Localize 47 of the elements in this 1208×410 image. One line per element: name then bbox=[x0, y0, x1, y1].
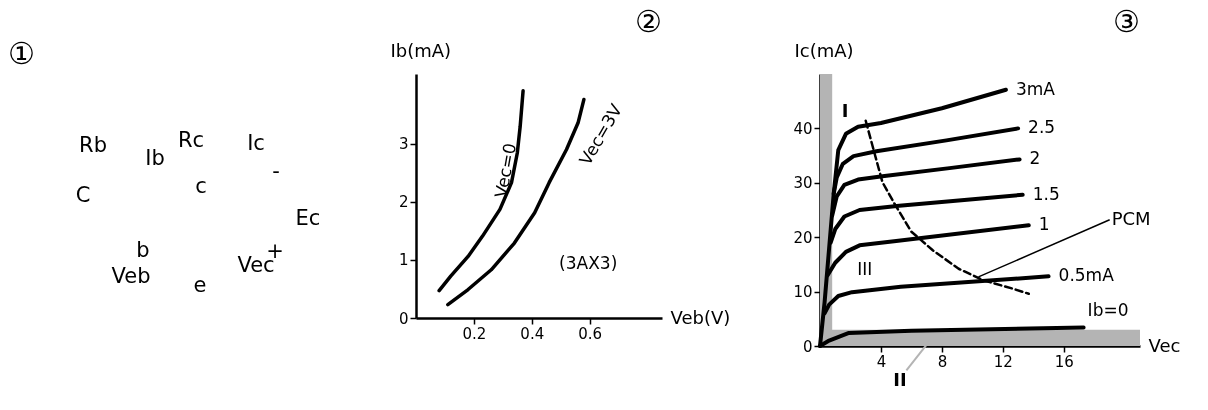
chart-title: ② bbox=[635, 4, 662, 39]
y-tick-label: 1 bbox=[398, 251, 409, 270]
band-label: I bbox=[841, 100, 849, 122]
x-tick-label: 0.4 bbox=[520, 324, 545, 343]
x-axis-title: Vec bbox=[1148, 334, 1181, 356]
annotation: PCM bbox=[1111, 207, 1151, 229]
y-tick-label: 2 bbox=[398, 193, 409, 212]
series-label: 3mA bbox=[1015, 78, 1056, 99]
text: b bbox=[136, 238, 150, 262]
y-axis-title: Ic(mA) bbox=[794, 39, 854, 61]
text: Ec bbox=[295, 206, 321, 230]
text: ① bbox=[8, 36, 35, 71]
text: c bbox=[195, 174, 207, 198]
series-label: Ib=0 bbox=[1087, 299, 1129, 320]
text: Vec=0 bbox=[490, 141, 520, 200]
x-axis-title: Veb(V) bbox=[670, 306, 731, 328]
series-label: 2.5 bbox=[1028, 117, 1056, 138]
annotation: III bbox=[857, 258, 873, 279]
y-tick-label: 40 bbox=[793, 119, 813, 138]
y-tick-label: 0 bbox=[398, 309, 409, 328]
text: Ib bbox=[145, 146, 165, 170]
text: Ic bbox=[247, 131, 265, 155]
x-tick-label: 0.6 bbox=[578, 324, 603, 343]
y-tick-label: 20 bbox=[793, 228, 813, 247]
chart-title: ③ bbox=[1113, 4, 1140, 39]
text: Veb bbox=[111, 264, 151, 288]
x-tick-label: 16 bbox=[1054, 352, 1074, 371]
legend-label: II bbox=[893, 369, 907, 391]
text: - bbox=[272, 159, 280, 183]
x-tick-label: 8 bbox=[937, 352, 948, 371]
text: Rc bbox=[177, 128, 205, 152]
y-tick-label: 3 bbox=[398, 135, 409, 154]
x-tick-label: 0.2 bbox=[462, 324, 487, 343]
text: C bbox=[75, 183, 91, 207]
x-tick-label: 4 bbox=[876, 352, 887, 371]
annotation: (3AX3) bbox=[559, 253, 618, 274]
text: e bbox=[193, 273, 207, 297]
series-label: 2 bbox=[1029, 148, 1041, 169]
y-axis-title: Ib(mA) bbox=[390, 39, 452, 61]
series-label: 1 bbox=[1038, 214, 1050, 235]
text: Rb bbox=[79, 133, 107, 157]
y-tick-label: 10 bbox=[793, 283, 813, 302]
series-label: 1.5 bbox=[1032, 183, 1060, 204]
series-label: 0.5mA bbox=[1058, 265, 1115, 286]
y-tick-label: 30 bbox=[793, 174, 813, 193]
x-tick-label: 12 bbox=[993, 352, 1013, 371]
y-tick-label: 0 bbox=[802, 337, 813, 356]
